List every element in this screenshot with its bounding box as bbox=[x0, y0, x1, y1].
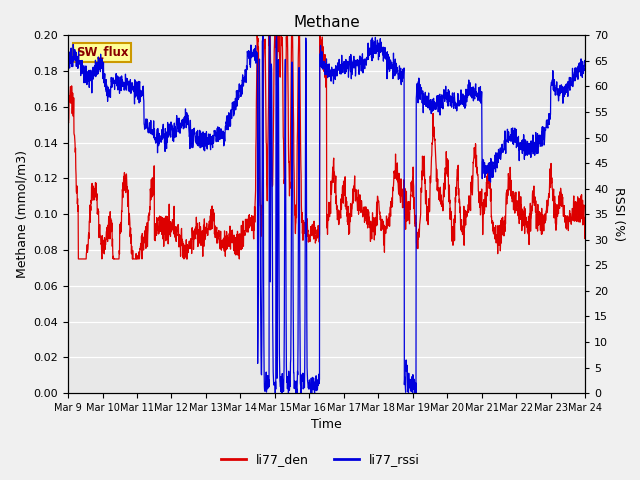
X-axis label: Time: Time bbox=[311, 419, 342, 432]
Title: Methane: Methane bbox=[293, 15, 360, 30]
Y-axis label: RSSI (%): RSSI (%) bbox=[612, 187, 625, 241]
Legend: li77_den, li77_rssi: li77_den, li77_rssi bbox=[216, 448, 424, 471]
Y-axis label: Methane (mmol/m3): Methane (mmol/m3) bbox=[15, 150, 28, 278]
Text: SW_flux: SW_flux bbox=[76, 46, 128, 59]
